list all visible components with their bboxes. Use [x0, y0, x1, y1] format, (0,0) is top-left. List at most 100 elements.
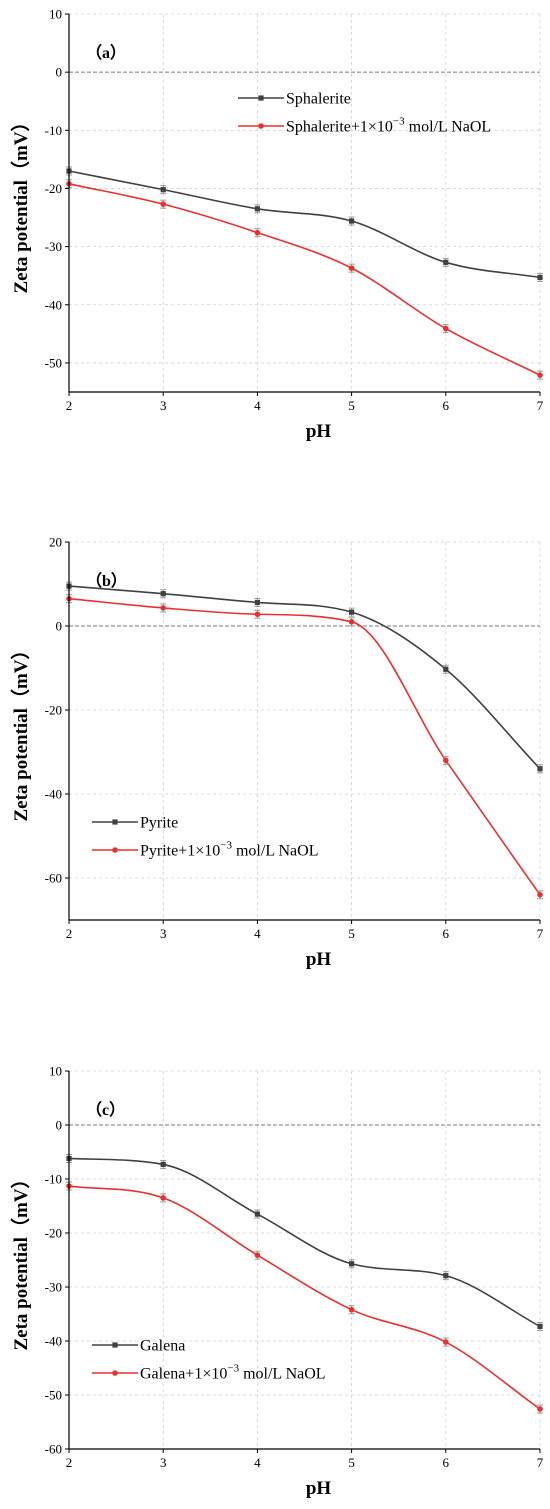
y-tick-label: 0	[56, 619, 63, 634]
legend-marker	[112, 1370, 118, 1376]
legend-label: Galena+1×10−3 mol/L NaOL	[140, 1363, 326, 1383]
x-tick-label: 4	[254, 1455, 261, 1470]
series-2	[66, 1181, 543, 1414]
y-tick-label: -40	[45, 1334, 62, 1349]
series-1	[66, 1153, 543, 1331]
chart-panel-1: 2 3 4 5 6 7 10 0 -10 -20 -30 -40 -50 pH Zeta potential…	[9, 7, 544, 443]
data-point	[537, 372, 543, 378]
series-2	[66, 179, 543, 380]
x-tick-label: 6	[443, 926, 450, 941]
legend-label: Galena	[140, 1338, 185, 1355]
x-tick-label: 2	[66, 1455, 73, 1470]
y-tick-label: -60	[45, 871, 62, 886]
x-tick-label: 2	[66, 398, 73, 413]
data-point	[254, 206, 260, 212]
data-point	[443, 259, 449, 265]
data-point	[349, 1261, 355, 1267]
data-point	[443, 757, 449, 764]
x-tick-label: 5	[348, 926, 355, 941]
y-tick-label: -20	[45, 1226, 62, 1241]
data-point	[254, 611, 261, 618]
x-tick-label: 6	[443, 398, 450, 413]
data-point	[537, 1323, 543, 1330]
x-tick-label: 4	[254, 398, 261, 413]
panel-label: （c）	[86, 1101, 125, 1119]
legend: Sphalerite Sphalerite+1×10−3 mol/L NaOL	[238, 91, 491, 136]
data-point	[160, 591, 166, 597]
legend: Galena Galena+1×10−3 mol/L NaOL	[92, 1338, 326, 1383]
y-tick-label: 0	[56, 1118, 63, 1133]
data-point	[254, 1211, 260, 1217]
data-point	[160, 1161, 166, 1168]
data-point	[537, 1406, 543, 1412]
data-point	[160, 1195, 166, 1201]
gridlines	[68, 13, 541, 392]
legend: Pyrite Pyrite+1×10−3 mol/L NaOL	[92, 815, 318, 860]
x-tick-label: 5	[348, 1455, 355, 1470]
data-point	[348, 1306, 355, 1313]
y-tick-label: -10	[45, 123, 62, 138]
series-line	[68, 1185, 541, 1410]
data-point	[160, 201, 166, 207]
data-point	[349, 218, 355, 224]
y-axis-title: Zeta potential（mV）	[9, 640, 32, 821]
series-2	[66, 594, 543, 900]
legend-label: Sphalerite+1×10−3 mol/L NaOL	[286, 116, 491, 136]
y-tick-label: -40	[45, 787, 62, 802]
data-point	[537, 892, 543, 898]
legend-marker	[258, 123, 264, 129]
x-tick-label: 6	[443, 1455, 450, 1470]
y-tick-label: -60	[45, 1442, 62, 1457]
x-tick-label: 4	[254, 926, 261, 941]
panel-label: （a）	[86, 44, 126, 62]
data-point	[443, 1339, 449, 1345]
y-tick-label: -10	[45, 1172, 62, 1187]
y-tick-label: 10	[49, 1064, 62, 1079]
x-tick-label: 2	[66, 926, 73, 941]
y-tick-label: -30	[45, 239, 62, 254]
series-line	[68, 183, 541, 376]
x-axis-title: pH	[306, 1478, 332, 1499]
series-line	[68, 585, 541, 770]
legend-label: Pyrite	[140, 815, 178, 832]
x-axis-title: pH	[306, 421, 332, 442]
x-tick-label: 5	[348, 398, 355, 413]
data-point	[443, 1273, 449, 1279]
data-point	[348, 619, 355, 625]
data-point	[254, 599, 260, 606]
data-point	[348, 265, 355, 271]
series-1	[66, 166, 543, 282]
legend-label: Sphalerite	[286, 91, 351, 108]
y-tick-label: 0	[56, 65, 63, 80]
y-tick-label: -30	[45, 1280, 62, 1295]
series-line	[68, 170, 541, 279]
gridlines	[68, 1070, 541, 1450]
chart-panel-3: 2 3 4 5 6 7 10 0 -10 -20 -30 -40 -50 -60 pH Zeta potent…	[9, 1064, 544, 1500]
y-tick-label: -20	[45, 703, 62, 718]
y-axis-title: Zeta potential（mV）	[9, 1169, 32, 1350]
chart-panel-2: 2 3 4 5 6 7 20 0 -20 -40 -60 pH Zeta potential（mV） （b…	[9, 535, 544, 971]
y-tick-label: -20	[45, 181, 62, 196]
data-point	[160, 605, 166, 611]
panel-label: （b）	[86, 572, 127, 590]
x-tick-label: 7	[537, 926, 544, 941]
y-tick-label: -40	[45, 297, 62, 312]
data-point	[254, 1252, 261, 1258]
legend-marker	[112, 1342, 118, 1348]
y-tick-label: 10	[49, 7, 62, 22]
legend-marker	[258, 95, 264, 101]
data-point	[443, 325, 449, 332]
legend-marker	[112, 847, 118, 853]
y-axis-title: Zeta potential（mV）	[9, 112, 32, 293]
data-point	[254, 229, 261, 236]
series-1	[66, 581, 543, 774]
x-axis-title: pH	[306, 949, 332, 970]
data-point	[443, 666, 449, 672]
series-line	[68, 1157, 541, 1328]
y-tick-label: -50	[45, 355, 62, 370]
x-tick-label: 3	[160, 926, 167, 941]
data-point	[537, 766, 543, 772]
data-point	[537, 274, 543, 281]
gridlines	[68, 541, 541, 920]
